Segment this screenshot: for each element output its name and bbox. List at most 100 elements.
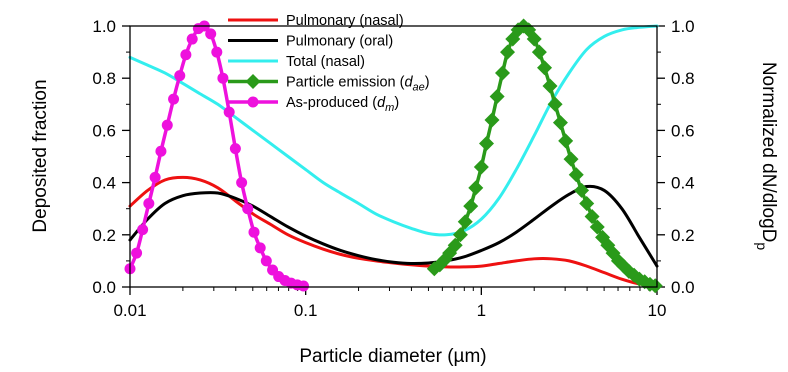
data-point-as-produced-dm <box>186 33 198 45</box>
data-point-particle-emission-dae <box>537 60 553 76</box>
data-point-particle-emission-dae <box>647 278 663 294</box>
legend-item-pulmonary-oral: Pulmonary (oral) <box>228 34 393 50</box>
legend-label: Total (nasal) <box>286 54 365 70</box>
y-right-tick-label: 1.0 <box>671 17 695 36</box>
legend-label-part: ) <box>394 95 399 111</box>
data-point-as-produced-dm <box>242 203 254 215</box>
data-point-particle-emission-dae <box>463 198 479 214</box>
tick-marks <box>122 25 665 295</box>
legend-label-part: Pulmonary (nasal) <box>286 13 404 29</box>
legend-label-part: d <box>404 75 413 91</box>
y-right-tick-label: 0.2 <box>671 226 695 245</box>
data-point-particle-emission-dae <box>457 214 473 230</box>
data-point-particle-emission-dae <box>495 65 511 81</box>
legend-label-part: m <box>385 102 394 114</box>
legend-label-part: As-produced ( <box>286 95 377 111</box>
y-left-tick-label: 0.6 <box>92 121 116 140</box>
data-point-as-produced-dm <box>217 72 229 84</box>
y-right-tick-label: 0.8 <box>671 69 695 88</box>
y-left-tick-label: 0.0 <box>92 278 116 297</box>
y-axis-title-right-subscript: p <box>754 242 770 250</box>
y-left-tick-label: 0.2 <box>92 226 116 245</box>
legend-label-part: Particle emission ( <box>286 75 405 91</box>
data-point-as-produced-dm <box>168 93 180 105</box>
series-particle-emission-dae <box>426 18 663 294</box>
y-right-tick-label: 0.0 <box>671 278 695 297</box>
legend-label-part: Pulmonary (oral) <box>286 34 393 50</box>
legend-swatch-marker <box>247 96 259 108</box>
legend: Pulmonary (nasal) Pulmonary (oral) Total (… <box>228 13 430 114</box>
legend-item-total-nasal: Total (nasal) <box>228 54 365 70</box>
legend-item-particle-emission-dae: Particle emission (dae) <box>228 74 430 94</box>
data-point-particle-emission-dae <box>489 88 505 104</box>
data-point-particle-emission-dae <box>526 31 542 47</box>
series-pulmonary-oral <box>128 184 659 268</box>
data-point-as-produced-dm <box>131 247 143 259</box>
y-axis-title-right-main: Normalized dN/dlogD <box>758 62 779 243</box>
legend-label: Pulmonary (nasal) <box>286 13 404 29</box>
data-point-particle-emission-dae <box>563 151 579 167</box>
series-line-total-nasal <box>128 24 659 237</box>
data-point-particle-emission-dae <box>500 44 516 60</box>
x-axis-title: Particle diameter (µm) <box>299 346 486 367</box>
legend-label-part: ae <box>413 82 425 94</box>
legend-item-as-produced-dm: As-produced (dm) <box>228 95 399 114</box>
data-point-as-produced-dm <box>143 197 155 209</box>
data-point-particle-emission-dae <box>478 135 494 151</box>
data-point-particle-emission-dae <box>547 96 563 112</box>
data-point-particle-emission-dae <box>584 209 600 225</box>
series-as-produced-dm <box>124 20 310 292</box>
data-point-particle-emission-dae <box>542 78 558 94</box>
y-left-tick-label: 0.4 <box>92 174 116 193</box>
series-line-as-produced-dm <box>128 23 306 288</box>
data-point-as-produced-dm <box>180 49 192 61</box>
legend-swatch-marker <box>245 74 261 89</box>
plot-frame <box>129 25 658 288</box>
data-point-particle-emission-dae <box>552 115 568 131</box>
y-left-tick-label: 0.8 <box>92 69 116 88</box>
data-point-as-produced-dm <box>260 255 272 267</box>
data-point-particle-emission-dae <box>447 237 463 253</box>
series-layer <box>124 18 663 294</box>
data-point-as-produced-dm <box>149 171 161 183</box>
data-point-particle-emission-dae <box>574 182 590 198</box>
data-point-particle-emission-dae <box>589 219 605 235</box>
data-point-particle-emission-dae <box>568 167 584 183</box>
legend-label-part: d <box>377 95 386 111</box>
data-point-as-produced-dm <box>248 226 260 238</box>
data-point-particle-emission-dae <box>531 44 547 60</box>
data-point-particle-emission-dae <box>468 180 484 196</box>
data-point-as-produced-dm <box>211 46 223 58</box>
x-tick-label: 1 <box>477 301 486 320</box>
data-point-as-produced-dm <box>229 143 241 155</box>
series-line-pulmonary-oral <box>128 184 659 268</box>
y-axis-title-left: Deposited fraction <box>30 79 51 232</box>
series-total-nasal <box>128 24 659 237</box>
x-tick-label: 10 <box>648 301 667 320</box>
data-point-as-produced-dm <box>236 177 248 189</box>
data-point-as-produced-dm <box>174 70 186 82</box>
tick-labels: 0.01 0.1 1 100.00.20.40.60.81.00.00.20.40.6… <box>92 17 694 320</box>
data-point-particle-emission-dae <box>558 133 574 149</box>
y-right-tick-label: 0.4 <box>671 174 695 193</box>
data-point-particle-emission-dae <box>579 195 595 211</box>
data-point-as-produced-dm <box>161 119 173 131</box>
data-point-particle-emission-dae <box>452 227 468 243</box>
legend-label-part: ) <box>425 75 430 91</box>
y-right-tick-label: 0.6 <box>671 121 695 140</box>
legend-label-part: Total (nasal) <box>286 54 365 70</box>
x-tick-label: 0.1 <box>294 301 318 320</box>
y-left-tick-label: 1.0 <box>92 17 116 36</box>
legend-item-pulmonary-nasal: Pulmonary (nasal) <box>228 13 404 29</box>
data-point-as-produced-dm <box>298 280 310 292</box>
data-point-as-produced-dm <box>254 242 266 254</box>
y-axis-title-right: Normalized dN/dlogDp <box>754 62 779 251</box>
data-point-particle-emission-dae <box>484 112 500 128</box>
legend-label: Pulmonary (oral) <box>286 34 393 50</box>
data-point-as-produced-dm <box>137 224 149 236</box>
data-point-as-produced-dm <box>155 145 167 157</box>
data-point-as-produced-dm <box>223 106 235 118</box>
legend-label: Particle emission (dae) <box>286 75 430 94</box>
